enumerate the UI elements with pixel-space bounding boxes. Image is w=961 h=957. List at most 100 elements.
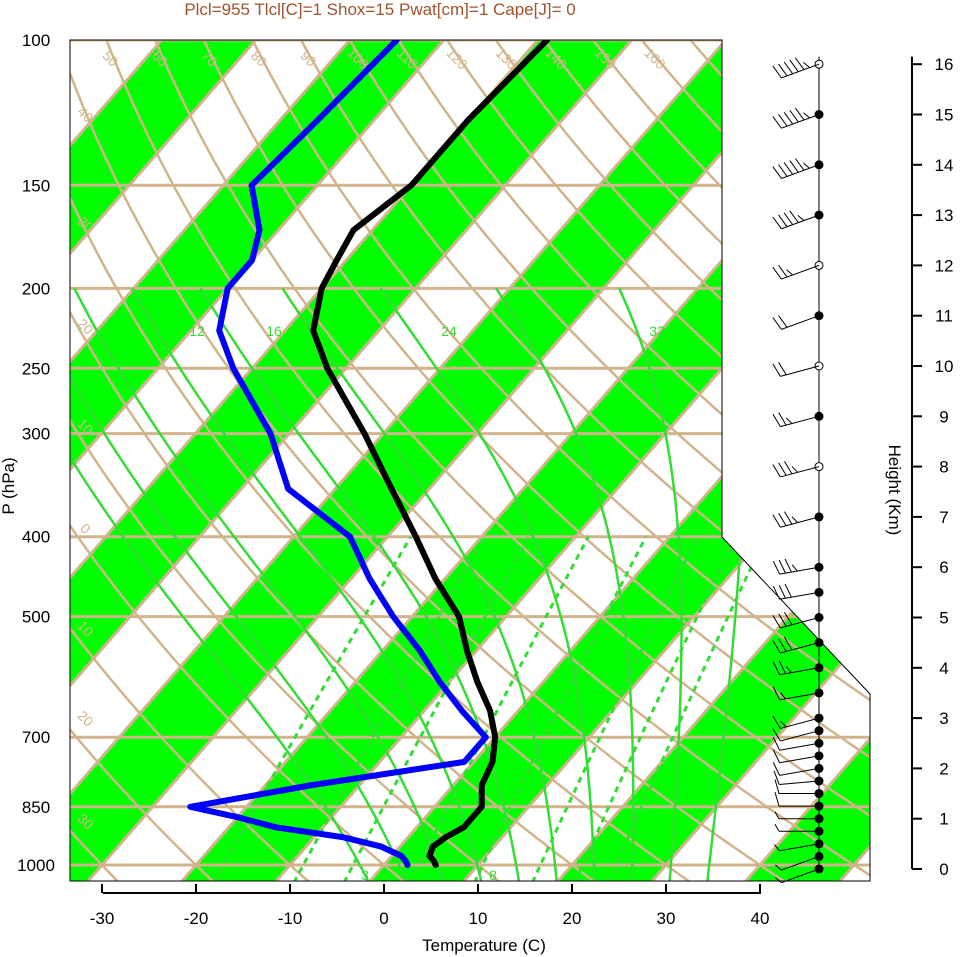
wind-barb-shaft — [781, 264, 820, 280]
wind-barb-shaft — [781, 114, 820, 129]
height-tick-label: 7 — [939, 508, 948, 527]
wind-barb — [772, 583, 820, 600]
wind-barb — [772, 660, 820, 676]
isotherm-line — [70, 40, 478, 881]
wind-barb-feather — [780, 720, 787, 728]
moist-adiabat — [379, 287, 596, 881]
height-tick-label: 9 — [939, 407, 948, 426]
wind-barb-feather — [772, 413, 781, 427]
height-tick-label: 0 — [939, 860, 948, 879]
mixing-ratio-line — [531, 536, 700, 881]
wind-barb — [774, 855, 820, 871]
wind-barb-feather — [795, 107, 805, 121]
wind-barb — [772, 715, 820, 729]
height-tick-label: 8 — [939, 458, 948, 477]
isotherm-line — [0, 2, 7, 899]
wind-barb-feather — [772, 749, 781, 763]
wind-barb-feather — [789, 109, 799, 123]
wind-barb-feather — [778, 512, 787, 526]
pressure-tick-label: 700 — [22, 728, 50, 747]
wind-barb-shaft — [780, 617, 820, 629]
height-tick-label: 12 — [935, 256, 954, 275]
wind-barb-feather — [778, 63, 788, 77]
wind-barb-feather — [784, 558, 792, 573]
wind-barb-feather — [772, 736, 781, 751]
wind-barb — [772, 158, 820, 179]
isotherm-label: 0 — [723, 460, 740, 477]
isotherm-band — [70, 40, 853, 881]
wind-barb-shaft — [780, 516, 820, 528]
moist-adiabats — [70, 287, 745, 881]
wind-barb — [772, 107, 820, 129]
wind-barb-feather — [772, 363, 781, 377]
dry-adiabat — [70, 40, 620, 881]
wind-barb-feather — [772, 615, 781, 629]
wind-barb-feather — [783, 212, 794, 225]
height-tick-label: 16 — [935, 55, 954, 74]
wind-barb-feather — [784, 583, 792, 598]
height-tick-label: 10 — [935, 357, 954, 376]
isotherm-line — [70, 40, 760, 881]
wind-barb — [772, 412, 820, 428]
wind-barb-feather — [778, 114, 788, 127]
wind-barb — [774, 868, 820, 884]
wind-barb-feather — [784, 511, 793, 525]
wind-barb — [772, 461, 820, 478]
wind-barb-feather — [772, 640, 781, 654]
wind-barb-feather — [772, 762, 781, 776]
wind-barb-feather — [772, 317, 782, 330]
wind-barb-shaft — [780, 365, 820, 377]
wind-barb-shaft — [779, 591, 820, 600]
x-tick-label: -30 — [90, 909, 115, 928]
wind-barb-feather — [785, 417, 793, 424]
wind-barb-feather — [772, 715, 781, 729]
wind-barb-feather — [772, 585, 781, 600]
wind-barb — [772, 736, 820, 751]
wind-barb-feather — [778, 264, 788, 278]
wind-barb-feather — [773, 770, 780, 785]
isotherm-line — [70, 40, 290, 881]
mixing-ratio-line — [292, 535, 486, 881]
pressure-tick-label: 150 — [22, 176, 50, 195]
isotherm-label: 10 — [745, 540, 767, 562]
wind-barb-feather — [791, 516, 799, 523]
dry-adiabat — [280, 40, 870, 881]
temperature-axis: -30 -20 -10 0 10 20 30 40 — [90, 884, 770, 928]
moist-adiabat — [70, 287, 370, 881]
x-tick-label: 10 — [469, 909, 488, 928]
wind-barb-shaft — [780, 717, 820, 729]
wind-barb — [772, 264, 820, 280]
x-tick-label: -10 — [278, 909, 303, 928]
wind-barb-feather — [772, 266, 782, 280]
moist-adiabat-label: 16 — [266, 323, 282, 339]
moist-adiabat — [495, 287, 635, 881]
wind-barb-feather — [772, 514, 781, 528]
wind-barb-feather — [791, 564, 798, 572]
pressure-tick-label: 300 — [22, 425, 50, 444]
dry-adiabat — [185, 40, 870, 881]
dewpoint-line — [187, 40, 489, 868]
pressure-axis: 100 150 200 250 300 400 500 700 850 1000 — [17, 31, 55, 875]
wind-barb-feather — [795, 158, 805, 171]
wind-barb-feather — [778, 613, 787, 627]
wind-barb-feather — [774, 864, 782, 871]
wind-barb — [772, 612, 820, 629]
wind-barb-shaft — [779, 755, 820, 764]
wind-barb — [772, 57, 820, 79]
mixing-ratio-line — [473, 536, 648, 881]
wind-barb-shaft — [779, 667, 820, 676]
isotherm-label: 20 — [74, 707, 96, 729]
wind-barb-feather — [772, 166, 782, 179]
y-axis-label: P (hPa) — [0, 457, 18, 514]
isotherm-label: 0 — [77, 520, 94, 537]
x-tick-label: 40 — [751, 909, 770, 928]
wind-barb-feather — [803, 62, 810, 69]
x-tick-label: 20 — [563, 909, 582, 928]
isotherm-line — [729, 40, 870, 881]
dry-adiabat — [233, 40, 870, 881]
wind-barb-shaft — [779, 780, 820, 785]
wind-barb-shaft — [780, 730, 820, 742]
wind-barb-shaft — [779, 767, 820, 776]
